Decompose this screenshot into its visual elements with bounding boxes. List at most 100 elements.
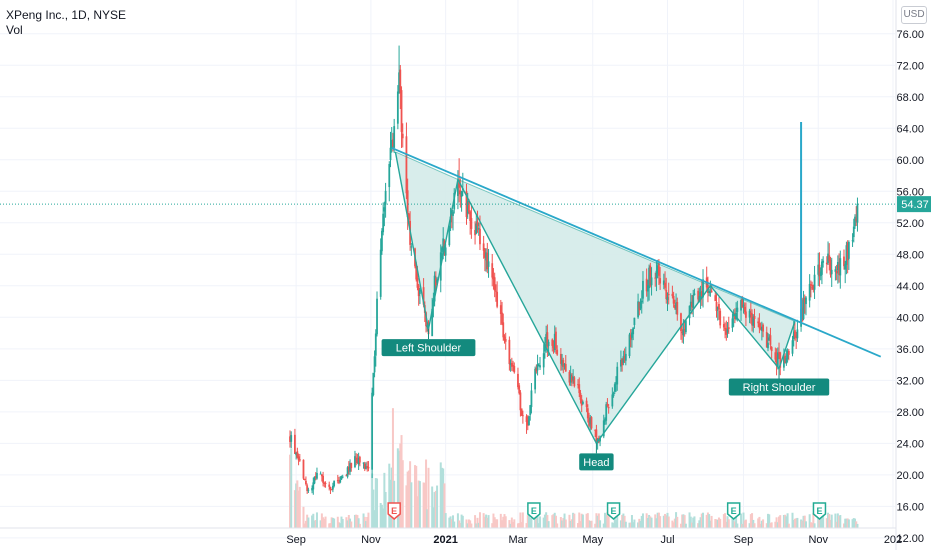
volume-bar [748,523,751,528]
volume-bar [622,513,625,528]
volume-bar [673,518,676,528]
currency-button[interactable]: USD [901,6,927,24]
candle-body [376,298,378,335]
volume-bar [374,478,377,528]
candle-body [673,305,676,309]
volume-bar [358,523,361,528]
volume-bar [689,516,692,528]
candle-body [659,278,662,284]
volume-bar [542,517,545,528]
earnings-flag [812,502,827,520]
candle-body [639,300,642,309]
volume-bar [434,490,437,528]
volume-bar [749,514,752,528]
volume-bar [639,520,642,528]
volume-bar [659,516,662,528]
volume-bar [629,522,632,528]
volume-bar [655,518,658,528]
volume-bar [336,516,339,528]
candle-body [759,327,762,330]
volume-bar [478,512,481,528]
candle-body [475,223,478,234]
earnings-marker[interactable]: E [606,502,621,520]
candle-body [552,345,555,348]
volume-bar [509,523,512,528]
candle-body [510,362,513,367]
candle-body [562,359,565,367]
volume-bar [449,516,452,528]
volume-bar [577,523,580,528]
candle-body [400,90,403,132]
volume-bar [662,515,665,528]
volume-bar [822,512,825,528]
volume-bar [564,519,567,528]
candle-body [482,243,485,251]
candle-body [529,405,532,415]
volume-bar [775,517,778,528]
candle-body [320,474,323,477]
volume-bar [493,517,496,528]
volume-indicator-label[interactable]: Vol [6,23,23,37]
candle-body [683,329,686,331]
volume-bar [671,520,674,528]
volume-bar [314,520,317,528]
pattern-edge [395,151,459,180]
candle-body [689,301,692,307]
volume-bar [778,516,781,528]
volume-bar [599,520,602,528]
candle-body [407,214,410,220]
volume-bar [353,514,356,528]
volume-bar [423,482,426,528]
candle-body [702,279,704,298]
candle-body [539,365,541,368]
candle-body [811,287,814,289]
volume-bar [329,523,332,528]
candle-body [666,297,669,300]
volume-bar [683,515,686,528]
candle-body [697,290,700,300]
price-tick-label: 12.00 [896,533,924,545]
time-axis[interactable]: Sep Nov 2021 Mar May Jul Sep Nov 202 [0,527,902,546]
candle-body [570,375,573,382]
symbol-title[interactable]: XPeng Inc., 1D, NYSE [6,8,127,22]
volume-bar [855,521,858,528]
candle-body [476,221,479,226]
earnings-marker[interactable]: E [527,502,541,520]
candle-body [512,365,514,367]
candle-body [582,401,584,404]
candle-body [681,331,684,334]
volume-bar [830,514,833,528]
candle-body [556,349,559,355]
volume-bar [551,515,554,528]
candle-body [847,242,850,259]
volume-bar [357,518,360,528]
candle-body [845,245,848,265]
candle-body [314,475,317,478]
candle-body [817,264,820,275]
candle-body [563,364,566,366]
candle-body [357,457,360,465]
price-tick-label: 36.00 [896,344,924,356]
volume-bar [545,512,548,528]
candle-body [715,302,718,312]
candle-body [346,467,349,477]
volume-bar [432,507,435,528]
price-axis[interactable]: 12.00 16.00 20.00 24.00 28.00 32.00 36.00 40.00… [895,0,931,550]
earnings-marker[interactable]: E [387,502,401,520]
earnings-marker[interactable]: E [812,502,827,520]
candle-body [345,475,348,477]
candle-body [306,485,309,491]
volume-bar [297,490,300,528]
volume-bar [319,520,322,528]
candle-body [458,179,461,188]
volume-bar [521,512,524,528]
earnings-marker[interactable]: E [726,502,741,520]
candle-body [640,300,643,302]
volume-bar [474,515,477,528]
volume-bar [672,522,675,528]
candle-body [740,300,742,311]
candle-body [791,340,794,354]
candle-body [638,302,641,311]
